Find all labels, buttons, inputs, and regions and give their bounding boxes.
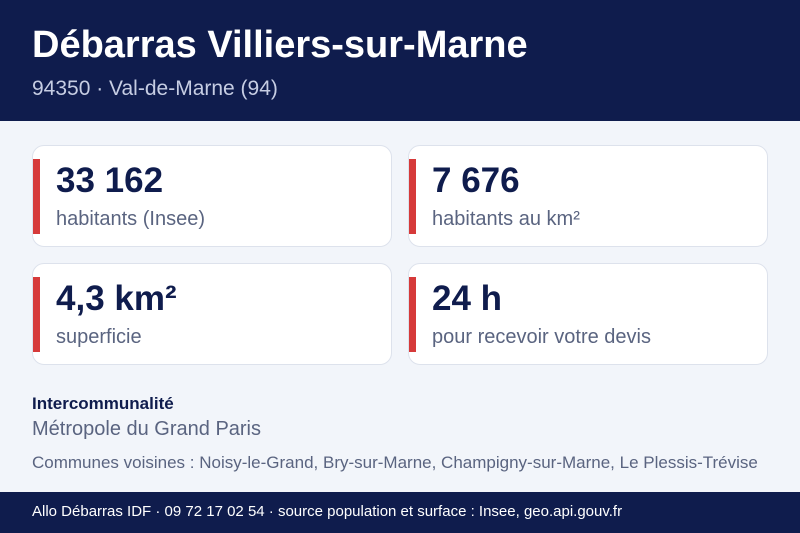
stat-card-quote-delay: 24 h pour recevoir votre devis [408,263,768,365]
footer-banner: Allo Débarras IDF · 09 72 17 02 54 · sou… [0,492,800,533]
accent-bar [409,277,416,352]
stat-label: habitants (Insee) [56,208,205,230]
intercommunalite-heading: Intercommunalité [32,394,174,413]
stat-label: pour recevoir votre devis [432,326,651,348]
stat-label: superficie [56,326,142,348]
page-subtitle: 94350 · Val-de-Marne (94) [32,77,278,100]
stat-value: 7 676 [432,161,520,200]
footer-text: Allo Débarras IDF · 09 72 17 02 54 · sou… [32,503,623,520]
stat-card-population: 33 162 habitants (Insee) [32,145,392,247]
header-banner: Débarras Villiers-sur-Marne 94350 · Val-… [0,0,800,121]
neighboring-communes: Communes voisines : Noisy-le-Grand, Bry-… [32,453,758,472]
accent-bar [33,277,40,352]
stat-value: 24 h [432,279,503,318]
accent-bar [33,159,40,234]
stat-value: 33 162 [56,161,164,200]
accent-bar [409,159,416,234]
page-title: Débarras Villiers-sur-Marne [32,24,528,66]
stat-card-area: 4,3 km² superficie [32,263,392,365]
intercommunalite-value: Métropole du Grand Paris [32,418,262,440]
stat-value: 4,3 km² [56,279,177,318]
stat-card-density: 7 676 habitants au km² [408,145,768,247]
stat-label: habitants au km² [432,208,580,230]
